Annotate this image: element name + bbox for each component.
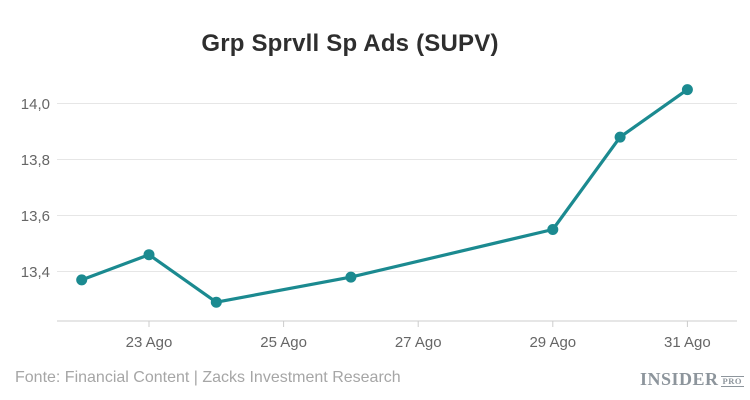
data-point-marker[interactable] xyxy=(210,296,222,308)
x-axis-tick-label: 25 Ago xyxy=(260,334,307,351)
data-point-marker[interactable] xyxy=(614,131,626,143)
chart-title: Grp Sprvll Sp Ads (SUPV) xyxy=(201,30,499,57)
data-point-marker[interactable] xyxy=(76,274,88,286)
logo-pro-badge: PRO xyxy=(720,376,744,387)
data-point-marker[interactable] xyxy=(681,84,693,96)
y-axis-tick-label: 13,6 xyxy=(21,208,50,225)
logo-insider-text: INSIDER xyxy=(640,369,719,389)
insiderpro-logo: INSIDER PRO xyxy=(640,369,744,390)
data-point-marker[interactable] xyxy=(547,224,559,235)
x-axis-tick-label: 29 Ago xyxy=(529,334,576,351)
price-series-line xyxy=(80,87,690,304)
x-axis-tick-label: 31 Ago xyxy=(664,334,711,351)
x-axis-tick-label: 27 Ago xyxy=(395,334,442,351)
source-attribution: Fonte: Financial Content | Zacks Investm… xyxy=(15,369,401,386)
data-point-marker[interactable] xyxy=(143,249,155,261)
data-point-marker[interactable] xyxy=(345,271,357,283)
x-axis-tick-label: 23 Ago xyxy=(126,334,173,351)
y-axis-tick-label: 13,4 xyxy=(21,264,50,281)
y-axis-tick-label: 14,0 xyxy=(21,96,50,113)
y-axis-tick-label: 13,8 xyxy=(21,152,50,169)
